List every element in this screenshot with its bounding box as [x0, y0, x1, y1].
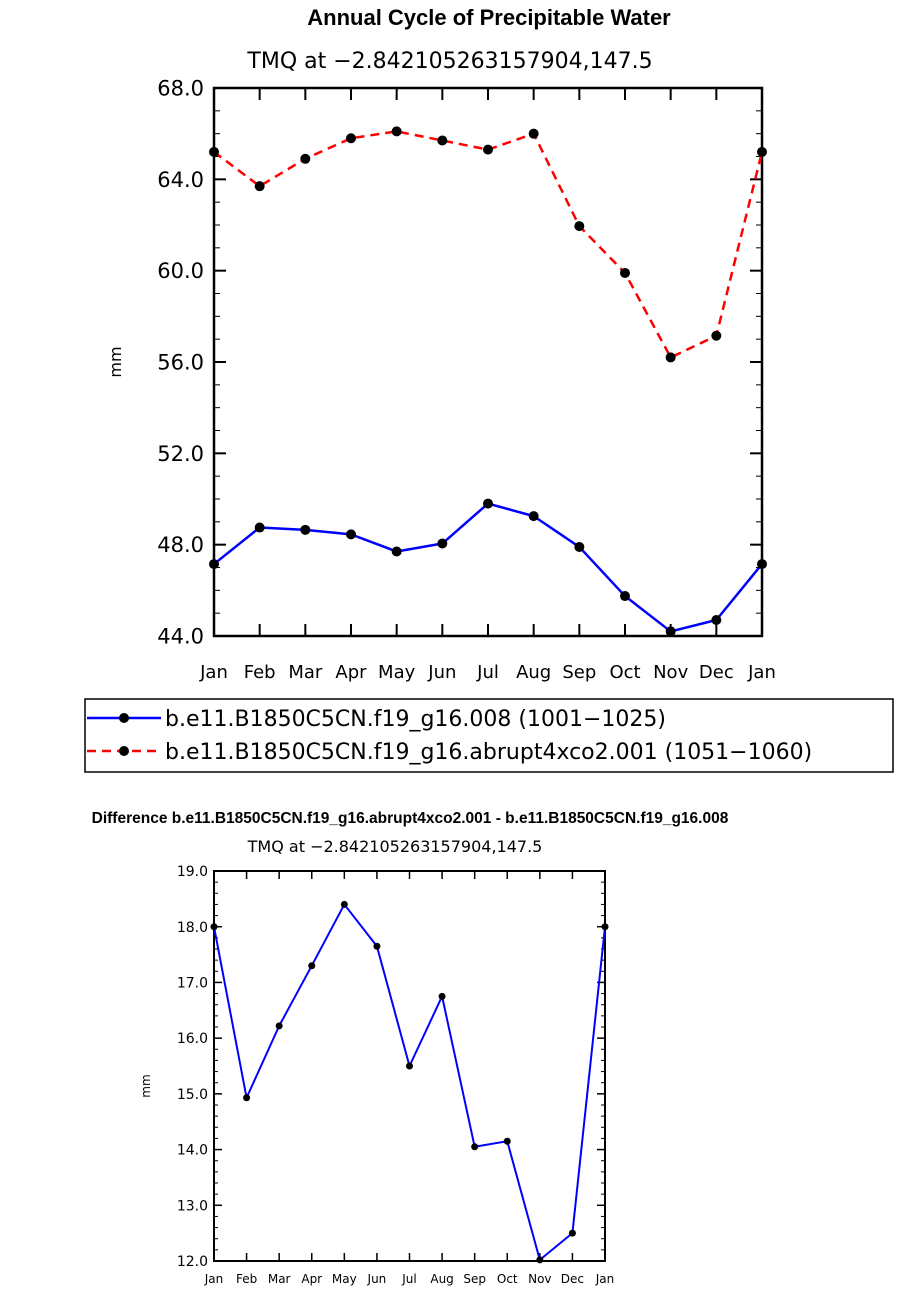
chart2-xtick-label: Jan	[204, 1272, 224, 1286]
chart1-xtick-label: Mar	[288, 662, 323, 683]
legend-marker-4xco2	[119, 746, 129, 756]
chart2-ytick-label: 18.0	[177, 920, 208, 936]
chart1-subtitle: TMQ at −2.842105263157904,147.5	[246, 49, 652, 74]
chart1-series-1-point	[528, 511, 539, 522]
legend-box	[84, 698, 894, 773]
chart2-ytick-label: 12.0	[177, 1254, 208, 1270]
chart1-series-1-point	[391, 546, 402, 557]
chart2-xtick-label: Sep	[463, 1272, 486, 1286]
chart1-xtick-label: Jan	[747, 662, 776, 683]
chart1-series-2-point	[254, 181, 265, 192]
chart2-series-1-point	[210, 923, 218, 931]
chart2-xtick-label: Nov	[528, 1272, 551, 1286]
chart2-ytick-label: 17.0	[177, 975, 208, 991]
chart1-series-1-point	[483, 498, 493, 509]
chart2-series-1-point	[568, 1229, 576, 1237]
chart2-series-1-point	[471, 1143, 479, 1151]
chart1-series-1-point	[346, 529, 356, 540]
chart1-series-2-point	[209, 146, 219, 157]
chart1-series-1-point	[620, 591, 630, 602]
chart1-xtick-label: Sep	[562, 662, 596, 683]
chart2-xtick-label: Jan	[595, 1272, 615, 1286]
chart2-ytick-label: 15.0	[177, 1087, 208, 1103]
chart1-legend: b.e11.B1850C5CN.f19_g16.008 (1001−1025) …	[84, 698, 894, 773]
chart2-series-1-point	[503, 1137, 511, 1145]
chart1-series-1-point	[209, 559, 219, 570]
chart1-series-2-point	[300, 153, 311, 164]
chart1-xtick-label: May	[378, 662, 416, 683]
chart1-series-1-point	[757, 559, 767, 570]
chart1-series-2-point	[711, 330, 722, 341]
chart2-series-1-point	[438, 992, 446, 1000]
chart1-series-2-point	[620, 267, 630, 278]
chart1-ylabel: mm	[106, 346, 125, 377]
chart1-series-1-point	[574, 541, 585, 552]
chart2-xtick-label: Dec	[561, 1272, 584, 1286]
chart1-xtick-label: Feb	[244, 662, 276, 683]
chart2-xtick-label: Oct	[497, 1272, 518, 1286]
chart1-ytick-label: 48.0	[157, 533, 204, 557]
chart1-series-line-2	[213, 130, 764, 359]
chart2-series-1-point	[373, 942, 381, 950]
chart2-series-1-point	[601, 923, 609, 931]
chart1-ytick-label: 68.0	[157, 77, 204, 101]
chart1-ytick-label: 56.0	[157, 351, 204, 375]
chart1-title: Annual Cycle of Precipitable Water	[307, 5, 671, 30]
chart1-series-2-point	[483, 144, 493, 155]
chart1-series-2-point	[574, 221, 585, 232]
chart2-xtick-label: Feb	[236, 1272, 257, 1286]
chart2-xtick-label: May	[332, 1272, 357, 1286]
chart1-series-line-1	[213, 502, 763, 633]
chart1-series-1-point	[254, 522, 265, 533]
chart1-ytick-label: 60.0	[157, 259, 204, 283]
chart1-series-1-point	[300, 524, 311, 535]
chart1-xtick-label: Jun	[427, 662, 456, 683]
chart2-xtick-label: Aug	[430, 1272, 453, 1286]
chart2-series-1-point	[243, 1094, 251, 1102]
chart1-ytick-label: 52.0	[157, 442, 204, 466]
chart2-ytick-label: 14.0	[177, 1143, 208, 1159]
chart2-xtick-label: Jul	[401, 1272, 416, 1286]
chart1-xtick-label: Jan	[199, 662, 228, 683]
chart1-series-1-point	[665, 626, 676, 637]
chart1-xtick-label: Nov	[653, 662, 688, 683]
chart1-ytick-label: 44.0	[157, 625, 204, 649]
chart2-xtick-label: Jun	[367, 1272, 387, 1286]
chart2-ytick-label: 13.0	[177, 1198, 208, 1214]
chart1-series-2-point	[757, 146, 767, 157]
chart1-xtick-label: Jul	[476, 662, 499, 683]
chart1-xtick-label: Apr	[335, 662, 367, 683]
chart2-xtick-label: Mar	[268, 1272, 291, 1286]
chart1-series-1-point	[437, 538, 448, 549]
chart2-ytick-label: 16.0	[177, 1031, 208, 1047]
chart1-ytick-label: 64.0	[157, 168, 204, 192]
chart2-title: Difference b.e11.B1850C5CN.f19_g16.abrup…	[92, 810, 729, 827]
chart2-series-1-point	[536, 1256, 544, 1264]
chart1-series-2-point	[391, 126, 402, 137]
chart1-series-2-point	[665, 352, 676, 363]
legend-label-4xco2: b.e11.B1850C5CN.f19_g16.abrupt4xco2.001 …	[165, 740, 812, 765]
chart2-series-1-point	[340, 900, 348, 908]
chart2-series-line-1	[213, 903, 606, 1261]
chart1-xtick-label: Dec	[699, 662, 734, 683]
chart1-xtick-label: Aug	[516, 662, 551, 683]
legend-label-control: b.e11.B1850C5CN.f19_g16.008 (1001−1025)	[165, 707, 666, 732]
legend-marker-control	[119, 713, 129, 723]
chart2-xtick-label: Apr	[301, 1272, 322, 1286]
chart1-frame	[212, 86, 764, 638]
chart1-series-2-point	[437, 135, 448, 146]
chart1-series-2-point	[346, 133, 356, 144]
chart2-series-1-point	[406, 1062, 413, 1070]
chart2-subtitle: TMQ at −2.842105263157904,147.5	[247, 837, 543, 856]
chart1-series-2-point	[528, 128, 539, 139]
chart2-series-1-point	[275, 1022, 283, 1030]
chart2-ytick-label: 19.0	[177, 864, 208, 880]
chart2-ylabel: mm	[139, 1074, 153, 1097]
chart1-xtick-label: Oct	[609, 662, 640, 683]
chart1-series-1-point	[711, 615, 722, 626]
chart2-plot: 12.0 13.0 14.0 15.0 16.0 17.0 18.0 19.0 Jan Feb Ma…	[177, 864, 614, 1286]
chart1-plot: 44.0 48.0 52.0 56.0 60.0 64.0 68.0 Jan Feb Mar Apr…	[157, 77, 776, 683]
chart2-series-1-point	[308, 962, 316, 970]
